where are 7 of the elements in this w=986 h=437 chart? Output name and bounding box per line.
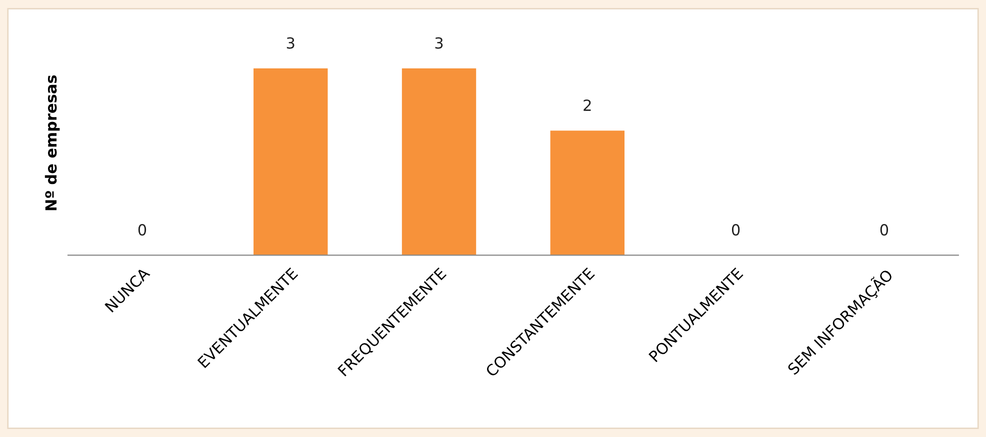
y-axis-title: Nº de empresas	[44, 75, 60, 210]
data-label: 0	[880, 224, 888, 236]
data-label: 3	[286, 37, 294, 49]
data-label: 0	[732, 224, 740, 236]
data-label: 2	[584, 99, 591, 111]
data-label: 0	[138, 224, 146, 236]
data-label: 3	[435, 37, 443, 49]
